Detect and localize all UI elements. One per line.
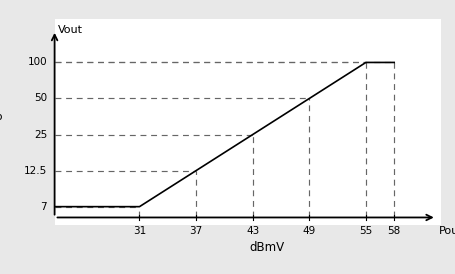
Text: 100: 100 — [27, 58, 47, 67]
Text: 25: 25 — [34, 130, 47, 139]
Text: 37: 37 — [189, 227, 203, 236]
Text: 50: 50 — [34, 93, 47, 104]
Text: 31: 31 — [133, 227, 146, 236]
Text: Pout: Pout — [439, 227, 455, 236]
Text: dBmV: dBmV — [249, 241, 284, 254]
Text: 12.5: 12.5 — [24, 165, 47, 176]
Text: mVp-p: mVp-p — [0, 112, 2, 122]
Text: 43: 43 — [246, 227, 259, 236]
Text: 49: 49 — [303, 227, 316, 236]
Text: 7: 7 — [40, 202, 47, 212]
Text: 58: 58 — [388, 227, 401, 236]
Text: Vout: Vout — [57, 25, 82, 35]
Text: 55: 55 — [359, 227, 373, 236]
